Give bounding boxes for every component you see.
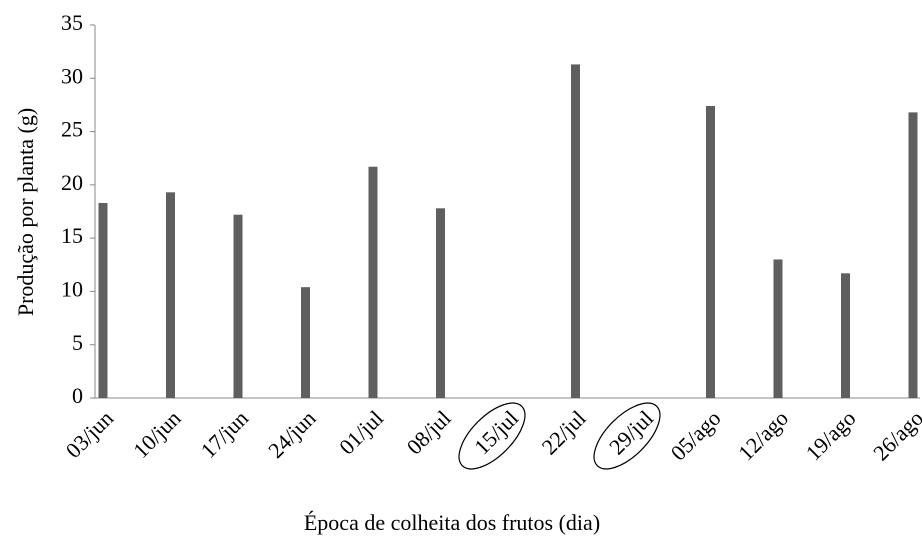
x-tick-label: 26/ago (868, 405, 922, 465)
x-tick-label: 03/jun (61, 405, 118, 462)
x-tick-label: 24/jun (263, 405, 320, 462)
bar (571, 64, 580, 398)
bar (98, 202, 108, 398)
label-highlight (593, 402, 661, 470)
bar (301, 287, 310, 398)
x-tick-label: 05/ago (666, 405, 726, 465)
y-tick-label: 15 (61, 223, 83, 248)
y-tick-label: 0 (72, 383, 83, 408)
x-tick-label: 08/jul (402, 405, 456, 459)
x-tick-label: 15/jul (469, 405, 523, 459)
y-tick-label: 35 (61, 10, 83, 35)
bar (706, 105, 715, 398)
x-tick-label: 01/jul (334, 405, 388, 459)
bar (436, 208, 445, 398)
bar (908, 112, 918, 398)
bar (841, 273, 850, 398)
bar (233, 214, 243, 398)
bar (368, 166, 378, 398)
x-axis-title: Época de colheita dos frutos (dia) (304, 510, 600, 535)
y-axis-title: Produção por planta (g) (13, 108, 38, 316)
bar (166, 192, 175, 398)
y-tick-label: 5 (72, 330, 83, 355)
y-tick-label: 10 (61, 276, 83, 301)
x-tick-label: 29/jul (604, 405, 658, 459)
y-tick-label: 25 (61, 117, 83, 142)
x-tick-label: 10/jun (128, 405, 185, 462)
bar (773, 259, 783, 398)
label-highlight (458, 402, 526, 470)
y-tick-label: 30 (61, 63, 83, 88)
x-tick-label: 12/ago (733, 405, 793, 465)
x-tick-label: 22/jul (537, 405, 591, 459)
y-tick-label: 20 (61, 170, 83, 195)
x-tick-label: 19/ago (801, 405, 861, 465)
x-tick-label: 17/jun (196, 405, 253, 462)
